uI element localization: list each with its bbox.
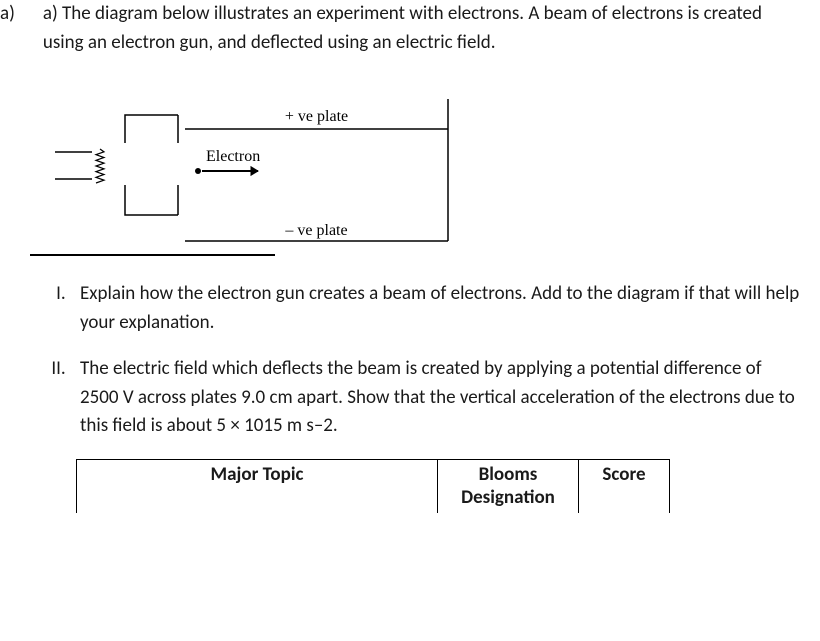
rubric-header-blooms: Blooms Designation [438, 459, 579, 513]
question-label: a) [0, 0, 15, 57]
svg-text:Electron: Electron [206, 148, 260, 165]
svg-text:– ve plate: – ve plate [284, 222, 347, 239]
rubric-table: Major Topic Blooms Designation Score [76, 459, 670, 514]
rubric-header-score: Score [579, 459, 670, 513]
subpart-I: Explain how the electron gun creates a b… [70, 280, 804, 337]
question-header: a) a) The diagram below illustrates an e… [16, 0, 804, 57]
electron-diagram: + ve plate – ve plate Electron [30, 85, 804, 260]
question-prompt: a) The diagram below illustrates an expe… [43, 0, 804, 57]
subpart-list: Explain how the electron gun creates a b… [16, 280, 804, 441]
subpart-II: The electric field which deflects the be… [70, 355, 804, 441]
rubric-header-major: Major Topic [77, 459, 438, 513]
diagram-svg: + ve plate – ve plate Electron [30, 85, 460, 260]
svg-text:+ ve plate: + ve plate [285, 108, 348, 125]
